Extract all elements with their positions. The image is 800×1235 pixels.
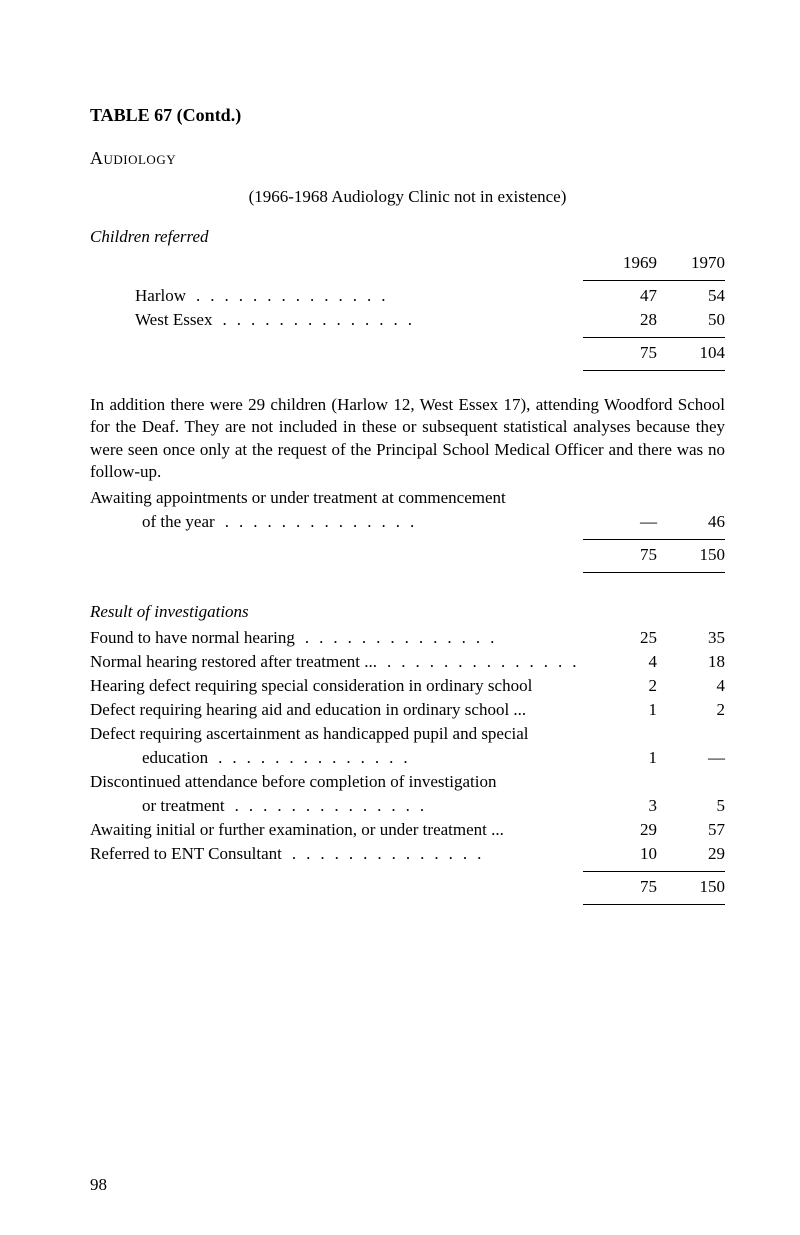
row-discontinued-line2: or treatment .............. 3 5 (90, 796, 725, 816)
awaiting-exam-1970: 57 (657, 820, 725, 840)
dots-filler: .............. (225, 796, 589, 816)
table-title: TABLE 67 (Contd.) (90, 105, 725, 126)
row-ent-consultant: Referred to ENT Consultant .............… (90, 844, 725, 864)
west-essex-1969: 28 (589, 310, 657, 330)
row-awaiting-line2: of the year .............. — 46 (90, 512, 725, 532)
label-normal-hearing: Found to have normal hearing (90, 628, 295, 648)
children-referred-heading: Children referred (90, 227, 725, 247)
harlow-1970: 54 (657, 286, 725, 306)
row-normal-hearing: Found to have normal hearing ...........… (90, 628, 725, 648)
subtotal2-1969: 75 (589, 545, 657, 565)
subtotal-1970: 104 (657, 343, 725, 363)
label-ent-consultant: Referred to ENT Consultant (90, 844, 282, 864)
label-special-consideration: Hearing defect requiring special conside… (90, 676, 532, 696)
dots-filler: .............. (186, 286, 589, 306)
ascertainment-1970: — (657, 748, 725, 768)
rule-bottom-referred (90, 367, 725, 376)
row-awaiting-exam: Awaiting initial or further examination,… (90, 820, 725, 840)
harlow-1969: 47 (589, 286, 657, 306)
restored-after-1970: 18 (657, 652, 725, 672)
west-essex-1970: 50 (657, 310, 725, 330)
subtotal2-1970: 150 (657, 545, 725, 565)
rule-above-total (90, 868, 725, 877)
total-1970: 150 (657, 877, 725, 897)
paragraph-woodford: In addition there were 29 children (Harl… (90, 394, 725, 484)
dots-filler: .............. (377, 652, 589, 672)
dots-filler: .............. (208, 748, 589, 768)
special-consideration-1970: 4 (657, 676, 725, 696)
label-west-essex: West Essex (135, 310, 212, 330)
dots-filler: .............. (295, 628, 589, 648)
awaiting-exam-1969: 29 (589, 820, 657, 840)
awaiting-line1: Awaiting appointments or under treatment… (90, 488, 506, 508)
results-heading: Result of investigations (90, 602, 725, 622)
row-west-essex: West Essex .............. 28 50 (90, 310, 725, 330)
row-subtotal-referred: 75 104 (90, 343, 725, 363)
row-special-consideration: Hearing defect requiring special conside… (90, 676, 725, 696)
dots-filler: .............. (282, 844, 589, 864)
total-1969: 75 (589, 877, 657, 897)
dots-filler: .............. (215, 512, 589, 532)
row-restored-after: Normal hearing restored after treatment … (90, 652, 725, 672)
row-ascertainment-line1: Defect requiring ascertainment as handic… (90, 724, 725, 744)
row-ascertainment-line2: education .............. 1 — (90, 748, 725, 768)
ascertainment-1969: 1 (589, 748, 657, 768)
restored-after-1969: 4 (589, 652, 657, 672)
row-harlow: Harlow .............. 47 54 (90, 286, 725, 306)
label-awaiting-exam: Awaiting initial or further examination,… (90, 820, 504, 840)
row-discontinued-line1: Discontinued attendance before completio… (90, 772, 725, 792)
awaiting-1969: — (589, 512, 657, 532)
discontinued-1970: 5 (657, 796, 725, 816)
discontinued-line1: Discontinued attendance before completio… (90, 772, 496, 792)
row-awaiting-line1: Awaiting appointments or under treatment… (90, 488, 725, 508)
special-consideration-1969: 2 (589, 676, 657, 696)
ent-consultant-1970: 29 (657, 844, 725, 864)
row-total: 75 150 (90, 877, 725, 897)
normal-hearing-1969: 25 (589, 628, 657, 648)
awaiting-line2: of the year (142, 512, 215, 532)
rule-below-total (90, 901, 725, 910)
discontinued-line2: or treatment (142, 796, 225, 816)
awaiting-1970: 46 (657, 512, 725, 532)
label-hearing-aid: Defect requiring hearing aid and educati… (90, 700, 526, 720)
hearing-aid-1970: 2 (657, 700, 725, 720)
subtotal-1969: 75 (589, 343, 657, 363)
dots-filler: .............. (212, 310, 589, 330)
rule-subtotal-referred (90, 334, 725, 343)
rule-above-subtotal2 (90, 536, 725, 545)
row-subtotal2: 75 150 (90, 545, 725, 565)
ent-consultant-1969: 10 (589, 844, 657, 864)
clinic-note: (1966-1968 Audiology Clinic not in exist… (90, 187, 725, 207)
ascertainment-line2: education (142, 748, 208, 768)
year-1969: 1969 (589, 253, 657, 273)
rule-below-subtotal2 (90, 569, 725, 578)
year-header-row: 1969 1970 (90, 253, 725, 273)
page-number: 98 (90, 1175, 107, 1195)
ascertainment-line1: Defect requiring ascertainment as handic… (90, 724, 529, 744)
year-1970: 1970 (657, 253, 725, 273)
row-hearing-aid: Defect requiring hearing aid and educati… (90, 700, 725, 720)
label-harlow: Harlow (135, 286, 186, 306)
section-heading-audiology: Audiology (90, 148, 725, 169)
discontinued-1969: 3 (589, 796, 657, 816)
normal-hearing-1970: 35 (657, 628, 725, 648)
hearing-aid-1969: 1 (589, 700, 657, 720)
rule-top-referred (90, 277, 725, 286)
label-restored-after: Normal hearing restored after treatment … (90, 652, 377, 672)
